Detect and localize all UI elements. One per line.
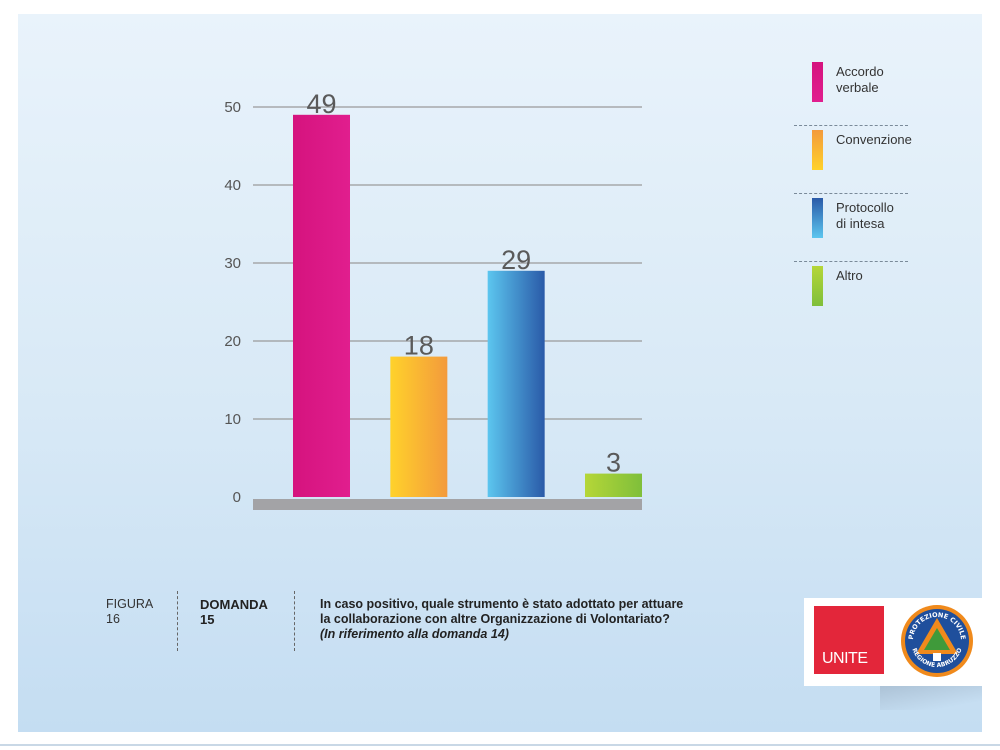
logo-box: UNITE PROTEZIONE CIVILE REGIONE ABRUZZO xyxy=(804,598,982,686)
logo-shadow xyxy=(880,686,982,710)
legend-separator xyxy=(794,125,908,126)
legend-item-accordo-verbale: Accordo verbale xyxy=(794,58,910,126)
legend-label: Accordo verbale xyxy=(836,64,884,95)
figure-number: FIGURA 16 xyxy=(106,597,154,626)
bar-accordo-verbale xyxy=(293,114,350,498)
unite-logo: UNITE xyxy=(814,606,884,674)
page-bottom-line xyxy=(0,744,1000,746)
legend-item-protocollo-di-intesa: Protocollo di intesa xyxy=(794,194,910,262)
legend-separator xyxy=(794,193,908,194)
data-label: 49 xyxy=(306,89,336,119)
legend-label: Altro xyxy=(836,268,863,283)
data-label: 18 xyxy=(404,331,434,361)
caption-separator xyxy=(177,591,178,651)
legend-swatch xyxy=(812,62,823,102)
y-tick-label: 10 xyxy=(224,411,241,428)
x-axis-baseline xyxy=(253,499,642,510)
legend-label: Protocollo di intesa xyxy=(836,200,894,231)
caption-separator xyxy=(294,591,295,651)
protezione-civile-seal: PROTEZIONE CIVILE REGIONE ABRUZZO xyxy=(901,605,973,677)
y-tick-label: 30 xyxy=(224,255,241,272)
legend: Accordo verbale Convenzione Protocollo di … xyxy=(794,58,912,330)
data-label: 29 xyxy=(501,245,531,275)
legend-swatch xyxy=(812,266,823,306)
legend-swatch xyxy=(812,198,823,238)
y-tick-label: 0 xyxy=(233,489,241,506)
y-tick-label: 40 xyxy=(224,177,241,194)
question-number: DOMANDA 15 xyxy=(200,597,268,627)
question-reference: (In riferimento alla domanda 14) xyxy=(320,627,509,641)
bar-protocollo-di-intesa xyxy=(487,270,545,497)
bar-convenzione xyxy=(390,356,448,497)
question-text: In caso positivo, quale strumento è stat… xyxy=(320,597,760,642)
legend-item-altro: Altro xyxy=(794,262,910,330)
legend-swatch xyxy=(812,130,823,170)
legend-separator xyxy=(794,261,908,262)
y-tick-label: 20 xyxy=(224,333,241,350)
legend-label: Convenzione xyxy=(836,132,912,147)
legend-item-convenzione: Convenzione xyxy=(794,126,912,194)
data-label: 3 xyxy=(606,448,621,478)
y-tick-label: 50 xyxy=(224,99,241,116)
bar-altro xyxy=(585,473,642,497)
